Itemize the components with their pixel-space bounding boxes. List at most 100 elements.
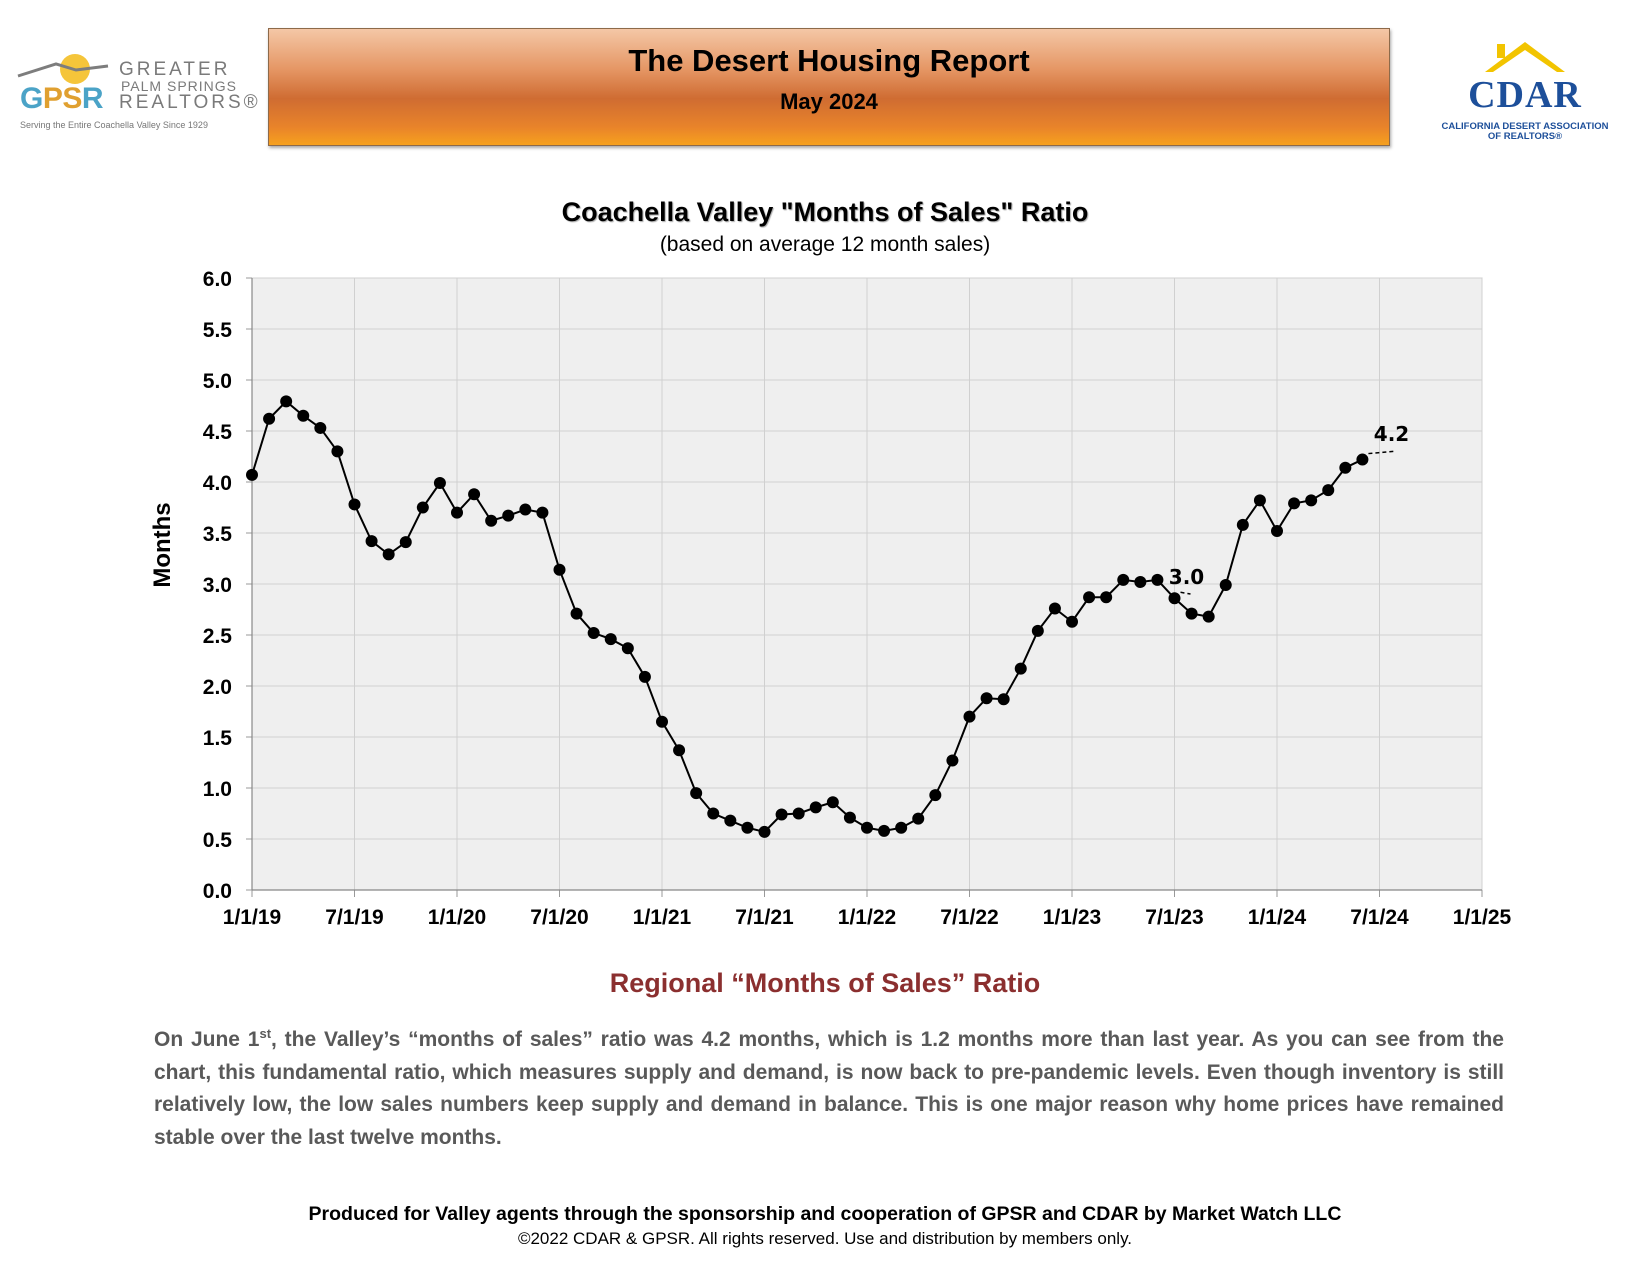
footer-sponsor: Produced for Valley agents through the s… bbox=[308, 1203, 1342, 1225]
data-point bbox=[638, 670, 651, 683]
gpsr-logo: GPSR GREATER PALM SPRINGS REALTORS® Serv… bbox=[14, 52, 258, 132]
data-point bbox=[1031, 624, 1044, 637]
data-point bbox=[1253, 494, 1266, 507]
data-point bbox=[656, 715, 668, 728]
data-point bbox=[1236, 518, 1249, 531]
gpsr-tagline: Serving the Entire Coachella Valley Sinc… bbox=[20, 120, 208, 130]
data-point bbox=[861, 821, 873, 834]
y-tick-label: 3.0 bbox=[203, 574, 232, 597]
data-point bbox=[724, 814, 737, 827]
data-point bbox=[263, 412, 276, 425]
cdar-subtitle: CALIFORNIA DESERT ASSOCIATION OF REALTOR… bbox=[1441, 121, 1609, 143]
data-point bbox=[929, 789, 942, 802]
x-tick-label: 7/1/20 bbox=[530, 906, 588, 929]
y-tick-label: 3.5 bbox=[203, 523, 233, 546]
data-point bbox=[502, 509, 515, 522]
header-banner: The Desert Housing Report May 2024 bbox=[268, 28, 1390, 146]
data-point bbox=[1202, 610, 1215, 623]
data-point bbox=[792, 807, 805, 820]
y-tick-label: 2.5 bbox=[203, 625, 233, 648]
data-point bbox=[1305, 494, 1318, 507]
data-point bbox=[553, 563, 566, 576]
data-point bbox=[416, 501, 429, 514]
data-point bbox=[280, 395, 293, 408]
data-point bbox=[536, 506, 549, 519]
x-tick-label: 7/1/23 bbox=[1145, 906, 1203, 929]
annotation-leader bbox=[1180, 591, 1191, 595]
cdar-wordmark: CDAR bbox=[1468, 74, 1582, 116]
data-point bbox=[451, 506, 463, 519]
y-tick-label: 0.0 bbox=[203, 880, 232, 903]
y-tick-label: 5.0 bbox=[203, 370, 232, 393]
y-tick-label: 5.5 bbox=[203, 319, 233, 342]
data-point bbox=[895, 821, 908, 834]
house-roof-icon bbox=[1485, 42, 1565, 72]
data-point bbox=[1134, 575, 1147, 588]
x-tick-label: 7/1/19 bbox=[325, 906, 383, 929]
x-tick-label: 1/1/22 bbox=[838, 906, 896, 929]
x-tick-label: 1/1/19 bbox=[223, 906, 281, 929]
data-point bbox=[963, 710, 976, 723]
x-tick-label: 1/1/20 bbox=[428, 906, 486, 929]
y-axis-label: Months bbox=[149, 502, 176, 587]
data-point bbox=[382, 548, 395, 561]
x-tick-label: 1/1/21 bbox=[633, 906, 692, 929]
data-point bbox=[809, 801, 822, 814]
data-point bbox=[741, 821, 754, 834]
cdar-logo: CDAR CALIFORNIA DESERT ASSOCIATION OF RE… bbox=[1425, 38, 1625, 148]
data-point bbox=[1117, 573, 1130, 586]
data-point bbox=[1048, 602, 1061, 615]
x-tick-label: 1/1/23 bbox=[1043, 906, 1101, 929]
data-point bbox=[775, 808, 788, 821]
data-point bbox=[1083, 591, 1096, 604]
y-tick-label: 0.5 bbox=[203, 829, 233, 852]
data-point bbox=[468, 488, 481, 501]
chart-subtitle: (based on average 12 month sales) bbox=[659, 233, 991, 256]
data-point bbox=[946, 754, 959, 767]
data-point bbox=[365, 535, 378, 548]
data-point bbox=[1168, 592, 1181, 605]
data-point bbox=[587, 626, 600, 639]
data-point bbox=[1288, 497, 1301, 510]
data-point bbox=[673, 744, 686, 757]
y-tick-label: 1.0 bbox=[203, 778, 232, 801]
data-point bbox=[297, 409, 310, 422]
data-point bbox=[1014, 662, 1027, 675]
data-point bbox=[570, 607, 583, 620]
data-point bbox=[331, 445, 344, 458]
data-point bbox=[621, 642, 634, 655]
data-point bbox=[843, 811, 856, 824]
data-point bbox=[314, 421, 327, 434]
chart-title: Coachella Valley "Months of Sales" Ratio bbox=[561, 197, 1089, 227]
data-point bbox=[1339, 461, 1352, 474]
annotation-label: 4.2 bbox=[1374, 422, 1409, 446]
data-point bbox=[604, 633, 617, 646]
data-point bbox=[433, 477, 446, 490]
data-point bbox=[826, 796, 839, 809]
data-point bbox=[485, 514, 498, 527]
data-point bbox=[1219, 579, 1232, 592]
gpsr-letters: GPSR bbox=[20, 82, 104, 115]
data-point bbox=[878, 824, 891, 837]
data-point bbox=[246, 468, 258, 481]
x-tick-label: 7/1/24 bbox=[1350, 906, 1409, 929]
data-point bbox=[1151, 573, 1164, 586]
annotation-label: 3.0 bbox=[1169, 565, 1204, 589]
y-tick-label: 4.0 bbox=[203, 472, 232, 495]
footer-copyright: ©2022 CDAR & GPSR. All rights reserved. … bbox=[517, 1229, 1133, 1248]
data-point bbox=[519, 503, 532, 516]
x-tick-label: 1/1/25 bbox=[1453, 906, 1512, 929]
annotation-leader bbox=[1368, 450, 1396, 455]
y-tick-label: 6.0 bbox=[203, 268, 232, 291]
regional-heading: Regional “Months of Sales” Ratio bbox=[609, 968, 1041, 998]
x-tick-label: 7/1/21 bbox=[735, 906, 794, 929]
data-point bbox=[1066, 615, 1078, 628]
x-tick-label: 1/1/24 bbox=[1248, 906, 1307, 929]
data-point bbox=[399, 536, 412, 549]
data-point bbox=[758, 825, 771, 838]
gpsr-name: GREATER PALM SPRINGS REALTORS® bbox=[119, 59, 261, 113]
data-point bbox=[1100, 591, 1113, 604]
data-point bbox=[1322, 484, 1335, 497]
data-point bbox=[997, 693, 1010, 706]
